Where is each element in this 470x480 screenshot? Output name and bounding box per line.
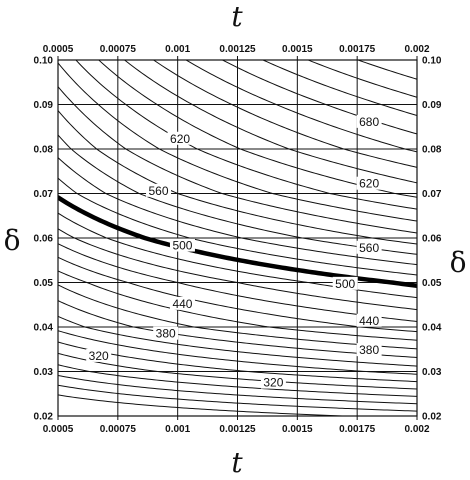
contour-label: 620	[170, 132, 190, 146]
contour-line	[306, 60, 417, 98]
y-tick-label-right: 0.03	[422, 367, 442, 378]
x-tick-label-bottom: 0.00075	[100, 424, 137, 435]
x-tick-label-top: 0.00175	[339, 44, 376, 55]
contour-line	[58, 157, 417, 266]
contour-line	[58, 315, 417, 367]
contour-label-backdrop	[169, 238, 195, 252]
contour-label-backdrop	[356, 313, 382, 327]
x-tick-label-bottom: 0.001	[165, 424, 190, 435]
y-tick-label-left: 0.10	[34, 56, 54, 67]
contour-line	[58, 352, 417, 390]
contour-line	[152, 60, 417, 168]
contour-label-backdrop	[356, 176, 382, 190]
contour-line	[261, 60, 417, 116]
x-tick-label-top: 0.00125	[219, 44, 256, 55]
x-tick-label-bottom: 0.00175	[339, 424, 376, 435]
contour-label: 560	[359, 241, 379, 255]
contour-label-backdrop	[146, 183, 172, 197]
y-tick-label-left: 0.04	[34, 323, 54, 334]
contour-label-backdrop	[260, 375, 286, 389]
contour-label: 440	[359, 314, 379, 328]
contour-line	[58, 341, 417, 383]
y-tick-label-left: 0.06	[34, 234, 54, 245]
contour-label: 380	[156, 327, 176, 341]
x-tick-label-top: 0.0005	[43, 44, 74, 55]
contour-line	[58, 330, 417, 375]
x-tick-label-top: 0.00075	[100, 44, 137, 55]
contour-line	[58, 212, 417, 299]
contour-label-backdrop	[169, 296, 195, 310]
contour-line	[58, 374, 417, 405]
contour-line	[123, 60, 417, 184]
contour-label: 560	[149, 184, 169, 198]
x-tick-label-bottom: 0.00125	[219, 424, 256, 435]
contour-label-backdrop	[356, 240, 382, 254]
contour-label: 380	[359, 343, 379, 357]
contour-labels: 320 320 380 380 440 440 500 500 560 560 620 620 680	[86, 114, 382, 390]
contour-line	[58, 110, 417, 245]
y-tick-label-left: 0.03	[34, 367, 54, 378]
y-axis-title-right: δ	[450, 246, 467, 279]
contour-label-backdrop	[167, 131, 193, 145]
x-tick-label-top: 0.0015	[282, 44, 313, 55]
contour-label: 680	[359, 115, 379, 129]
y-tick-label-left: 0.07	[34, 189, 54, 200]
x-axis-title-top: t	[231, 0, 243, 33]
contour-label-backdrop	[86, 348, 112, 362]
x-axis-title-bottom: t	[231, 446, 243, 479]
y-tick-label-right: 0.09	[422, 100, 442, 111]
x-tick-label-bottom: 0.0005	[43, 424, 74, 435]
contour-line	[58, 384, 417, 412]
x-tick-label-bottom: 0.002	[404, 424, 429, 435]
contour-line	[58, 228, 417, 311]
contour-line	[58, 86, 417, 234]
y-axis-title-left: δ	[4, 224, 21, 257]
contour-label: 500	[172, 239, 192, 253]
contour-label: 320	[263, 376, 283, 390]
gridlines	[58, 60, 417, 416]
x-tick-label-top: 0.001	[165, 44, 190, 55]
contour-line	[58, 270, 417, 341]
contour-line	[75, 60, 417, 210]
y-tick-label-left: 0.08	[34, 145, 54, 156]
contour-label-backdrop	[332, 276, 358, 290]
y-tick-label-right: 0.06	[422, 234, 442, 245]
contour-line	[58, 394, 358, 416]
contour-line	[58, 62, 417, 222]
x-tick-label-bottom: 0.0015	[282, 424, 313, 435]
contour-label-backdrop	[153, 326, 179, 340]
x-tick-label-top: 0.002	[404, 44, 429, 55]
contour-label-backdrop	[356, 114, 382, 128]
y-tick-label-left: 0.02	[34, 412, 54, 423]
y-tick-label-left: 0.05	[34, 278, 54, 289]
y-tick-label-right: 0.08	[422, 145, 442, 156]
y-tick-label-right: 0.05	[422, 278, 442, 289]
tick-labels: 0.0005 0.0005 0.00075 0.00075 0.001 0.001 0.00…	[34, 44, 442, 435]
contour-line	[58, 364, 417, 397]
contour-label: 440	[172, 297, 192, 311]
contour-label-backdrop	[356, 343, 382, 357]
contour-label: 500	[335, 277, 355, 291]
contour-label: 320	[89, 349, 109, 363]
y-tick-label-left: 0.09	[34, 100, 54, 111]
y-tick-label-right: 0.10	[422, 56, 442, 67]
y-tick-label-right: 0.07	[422, 189, 442, 200]
y-tick-label-right: 0.02	[422, 412, 442, 423]
contour-line	[58, 177, 417, 276]
contour-label: 620	[359, 177, 379, 191]
contour-line	[185, 60, 417, 153]
y-tick-label-right: 0.04	[422, 323, 442, 334]
